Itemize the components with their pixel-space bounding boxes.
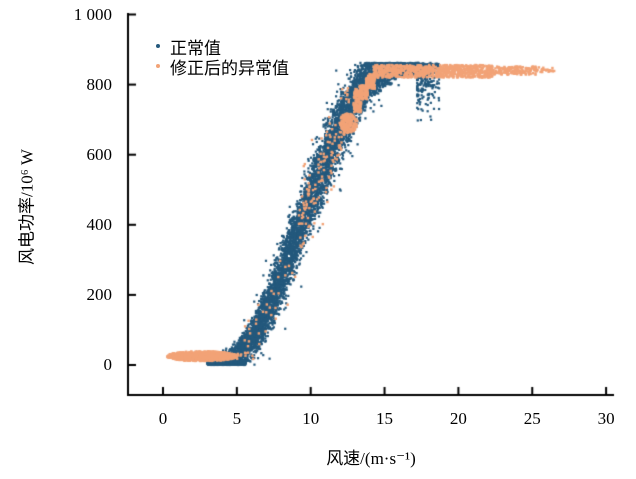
x-tick-label: 10	[302, 409, 320, 428]
legend-item-normal: 正常值	[148, 36, 289, 58]
x-tick-label: 25	[523, 409, 541, 428]
x-tick-label: 5	[232, 409, 242, 428]
y-tick-label: 0	[103, 355, 113, 374]
y-axis-label: 风电功率/10⁶ W	[17, 149, 37, 265]
x-axis-label: 风速/(m·s⁻¹)	[326, 449, 416, 468]
y-tick-label: 400	[86, 214, 113, 234]
corrected-anomaly-dot-icon	[156, 64, 160, 68]
y-tick-label: 200	[86, 284, 113, 304]
y-tick-label: 800	[86, 74, 113, 94]
y-tick-label: 600	[86, 144, 113, 164]
legend: 正常值 修正后的异常值	[148, 36, 289, 78]
x-tick-label: 30	[597, 409, 615, 428]
y-tick-label: 1 000	[73, 4, 112, 24]
legend-label-corrected-anomaly: 修正后的异常值	[170, 58, 289, 78]
normal-dot-icon	[156, 44, 160, 48]
legend-item-corrected-anomaly: 修正后的异常值	[148, 56, 289, 78]
x-tick-label: 0	[158, 409, 168, 428]
legend-label-normal: 正常值	[170, 38, 221, 58]
x-tick-label: 20	[449, 409, 467, 428]
x-tick-label: 15	[376, 409, 394, 428]
